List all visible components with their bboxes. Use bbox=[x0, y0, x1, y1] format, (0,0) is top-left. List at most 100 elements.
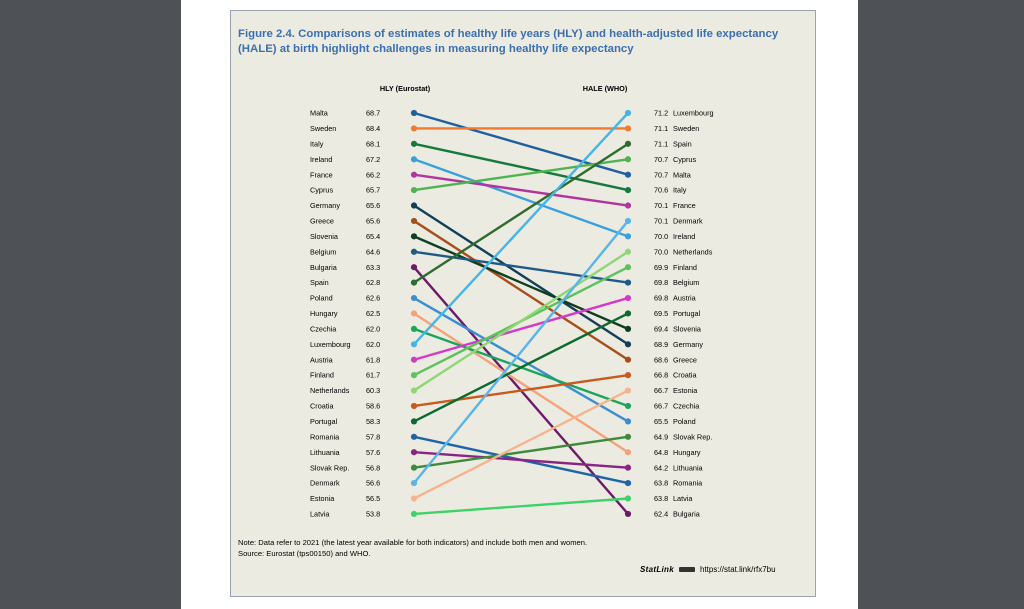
hale-point-france bbox=[624, 202, 632, 209]
hly-point-belgium bbox=[410, 248, 418, 255]
hly-country-label-latvia: Latvia bbox=[310, 510, 330, 519]
hly-value-label-cyprus: 65.7 bbox=[366, 186, 380, 195]
hale-value-label-lithuania: 64.2 bbox=[654, 463, 668, 472]
hale-country-label-ireland: Ireland bbox=[673, 232, 695, 241]
hale-value-label-belgium: 69.8 bbox=[654, 278, 668, 287]
series-line-france bbox=[413, 173, 629, 207]
hly-point-croatia bbox=[410, 402, 418, 410]
hly-country-label-germany: Germany bbox=[310, 201, 340, 210]
hly-point-denmark bbox=[410, 479, 418, 487]
hale-country-label-italy: Italy bbox=[673, 186, 687, 195]
hly-point-romania bbox=[410, 433, 418, 440]
figure-notes: Note: Data refer to 2021 (the latest yea… bbox=[238, 537, 798, 559]
hly-country-label-czechia: Czechia bbox=[310, 324, 337, 333]
hale-point-luxembourg bbox=[624, 109, 632, 117]
hale-point-lithuania bbox=[624, 464, 632, 471]
hly-country-label-greece: Greece bbox=[310, 217, 334, 226]
hly-country-label-cyprus: Cyprus bbox=[310, 186, 333, 195]
hale-point-sweden bbox=[624, 125, 632, 132]
hale-country-label-cyprus: Cyprus bbox=[673, 155, 696, 164]
hly-country-label-slovenia: Slovenia bbox=[310, 232, 339, 241]
hly-country-label-portugal: Portugal bbox=[310, 417, 338, 426]
hly-value-label-slovenia: 65.4 bbox=[366, 232, 380, 241]
hly-point-netherlands bbox=[410, 387, 418, 394]
hly-value-label-belgium: 64.6 bbox=[366, 247, 380, 256]
hale-point-croatia bbox=[624, 372, 632, 379]
hale-point-germany bbox=[624, 341, 632, 348]
note-text: Note: Data refer to 2021 (the latest yea… bbox=[238, 538, 588, 547]
hale-country-label-portugal: Portugal bbox=[673, 309, 701, 318]
hale-country-label-spain: Spain bbox=[673, 139, 692, 148]
hale-point-czechia bbox=[624, 402, 632, 410]
hale-country-label-czechia: Czechia bbox=[673, 402, 700, 411]
hly-country-label-belgium: Belgium bbox=[310, 247, 336, 256]
hale-country-label-netherlands: Netherlands bbox=[673, 247, 713, 256]
hale-country-label-belgium: Belgium bbox=[673, 278, 699, 287]
series-line-poland bbox=[413, 297, 629, 423]
hly-value-label-netherlands: 60.3 bbox=[366, 386, 380, 395]
hly-value-label-malta: 68.7 bbox=[366, 109, 380, 118]
series-line-ireland bbox=[413, 158, 629, 238]
hly-country-label-italy: Italy bbox=[310, 139, 324, 148]
hly-value-label-greece: 65.6 bbox=[366, 217, 380, 226]
hale-country-label-germany: Germany bbox=[673, 340, 703, 349]
hale-country-label-croatia: Croatia bbox=[673, 371, 697, 380]
source-text: Source: Eurostat (tps00150) and WHO. bbox=[238, 549, 371, 558]
hly-point-czechia bbox=[410, 325, 418, 332]
series-line-belgium bbox=[413, 250, 629, 284]
hly-point-ireland bbox=[410, 156, 418, 163]
hly-country-label-malta: Malta bbox=[310, 109, 329, 118]
statlink-url[interactable]: https://stat.link/rfx7bu bbox=[699, 564, 776, 574]
series-line-austria bbox=[413, 296, 629, 361]
hale-point-estonia bbox=[624, 387, 632, 394]
hale-country-label-estonia: Estonia bbox=[673, 386, 698, 395]
hly-country-label-finland: Finland bbox=[310, 371, 334, 380]
hly-country-label-lithuania: Lithuania bbox=[310, 448, 341, 457]
hly-point-cyprus bbox=[410, 187, 418, 194]
hly-value-label-luxembourg: 62.0 bbox=[366, 340, 380, 349]
country-labels: Malta 68.7 Sweden 68.4 Italy 68.1 Ireland 67.2 F… bbox=[310, 109, 714, 519]
hly-value-label-denmark: 56.6 bbox=[366, 479, 380, 488]
hly-country-label-luxembourg: Luxembourg bbox=[310, 340, 351, 349]
hale-country-label-lithuania: Lithuania bbox=[673, 463, 704, 472]
hale-value-label-romania: 63.8 bbox=[654, 479, 668, 488]
hly-value-label-austria: 61.8 bbox=[366, 355, 380, 364]
hly-point-latvia bbox=[410, 510, 418, 518]
statlink-logo-icon bbox=[678, 566, 695, 572]
hale-country-label-finland: Finland bbox=[673, 263, 697, 272]
hale-point-netherlands bbox=[624, 248, 632, 255]
hale-point-malta bbox=[624, 171, 632, 178]
hly-country-label-austria: Austria bbox=[310, 355, 334, 364]
hale-country-label-greece: Greece bbox=[673, 355, 697, 364]
series-line-germany bbox=[413, 204, 629, 346]
hale-point-bulgaria bbox=[624, 510, 632, 518]
series-line-greece bbox=[413, 219, 629, 361]
series-line-portugal bbox=[413, 312, 629, 423]
hale-country-label-austria: Austria bbox=[673, 294, 697, 303]
hly-point-spain bbox=[410, 279, 418, 286]
hale-value-label-france: 70.1 bbox=[654, 201, 668, 210]
hly-point-bulgaria bbox=[410, 264, 418, 271]
hale-point-slovak-rep bbox=[624, 433, 632, 440]
hale-point-spain bbox=[624, 140, 632, 147]
hly-country-label-romania: Romania bbox=[310, 432, 340, 441]
hly-value-label-czechia: 62.0 bbox=[366, 324, 380, 333]
hale-value-label-portugal: 69.5 bbox=[654, 309, 668, 318]
hale-value-label-netherlands: 70.0 bbox=[654, 247, 668, 256]
hale-point-hungary bbox=[624, 449, 632, 456]
hale-country-label-bulgaria: Bulgaria bbox=[673, 510, 701, 519]
hly-point-sweden bbox=[410, 125, 418, 132]
hale-value-label-finland: 69.9 bbox=[654, 263, 668, 272]
hale-point-poland bbox=[624, 418, 632, 425]
hale-value-label-denmark: 70.1 bbox=[654, 217, 668, 226]
hale-value-label-ireland: 70.0 bbox=[654, 232, 668, 241]
figure-panel bbox=[230, 10, 816, 597]
hly-point-portugal bbox=[410, 418, 418, 425]
hale-value-label-greece: 68.6 bbox=[654, 355, 668, 364]
hly-value-label-ireland: 67.2 bbox=[366, 155, 380, 164]
series-line-italy bbox=[413, 142, 629, 192]
hale-value-label-luxembourg: 71.2 bbox=[654, 109, 668, 118]
hale-point-austria bbox=[624, 294, 632, 302]
hly-country-label-croatia: Croatia bbox=[310, 402, 334, 411]
